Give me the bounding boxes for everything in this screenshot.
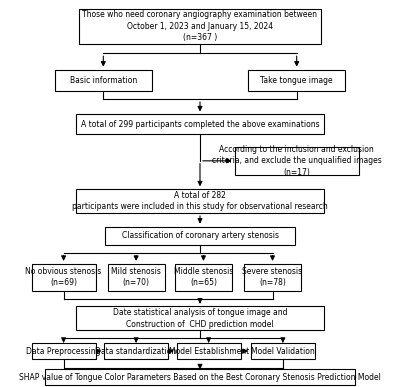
Text: Those who need coronary angiography examination between
October 1, 2023 and Janu: Those who need coronary angiography exam… — [82, 10, 318, 42]
FancyBboxPatch shape — [248, 70, 345, 91]
FancyBboxPatch shape — [55, 70, 152, 91]
FancyBboxPatch shape — [175, 264, 232, 291]
FancyBboxPatch shape — [44, 370, 356, 385]
Text: According to the inclusion and exclusion
criteria, and exclude the unqualified i: According to the inclusion and exclusion… — [212, 145, 382, 177]
Text: No obvious stenosis
(n=69): No obvious stenosis (n=69) — [26, 267, 102, 288]
Text: Mild stenosis
(n=70): Mild stenosis (n=70) — [111, 267, 161, 288]
Text: A total of 299 participants completed the above examinations: A total of 299 participants completed th… — [81, 120, 319, 129]
Text: Data Preprocessing: Data Preprocessing — [26, 346, 101, 356]
FancyBboxPatch shape — [234, 147, 359, 175]
FancyBboxPatch shape — [79, 9, 321, 44]
Text: Middle stenosis
(n=65): Middle stenosis (n=65) — [174, 267, 233, 288]
FancyBboxPatch shape — [244, 264, 301, 291]
FancyBboxPatch shape — [76, 189, 324, 213]
FancyBboxPatch shape — [251, 343, 315, 359]
Text: Data standardization: Data standardization — [96, 346, 177, 356]
FancyBboxPatch shape — [177, 343, 240, 359]
FancyBboxPatch shape — [76, 114, 324, 134]
FancyBboxPatch shape — [104, 343, 168, 359]
Text: A total of 282
participants were included in this study for observational resear: A total of 282 participants were include… — [72, 191, 328, 211]
FancyBboxPatch shape — [32, 264, 96, 291]
Text: Basic information: Basic information — [70, 75, 137, 85]
Text: Severe stenosis
(n=78): Severe stenosis (n=78) — [242, 267, 302, 288]
FancyBboxPatch shape — [32, 343, 96, 359]
Text: Model Validation: Model Validation — [251, 346, 315, 356]
Text: Model Establishment: Model Establishment — [168, 346, 249, 356]
FancyBboxPatch shape — [76, 307, 324, 330]
Text: SHAP value of Tongue Color Parameters Based on the Best Coronary Stenosis Predic: SHAP value of Tongue Color Parameters Ba… — [19, 373, 381, 382]
Text: Date statistical analysis of tongue image and
Construction of  CHD prediction mo: Date statistical analysis of tongue imag… — [113, 308, 287, 329]
FancyBboxPatch shape — [105, 226, 295, 245]
Text: Classification of coronary artery stenosis: Classification of coronary artery stenos… — [122, 231, 278, 240]
FancyBboxPatch shape — [108, 264, 165, 291]
Text: Take tongue image: Take tongue image — [260, 75, 333, 85]
